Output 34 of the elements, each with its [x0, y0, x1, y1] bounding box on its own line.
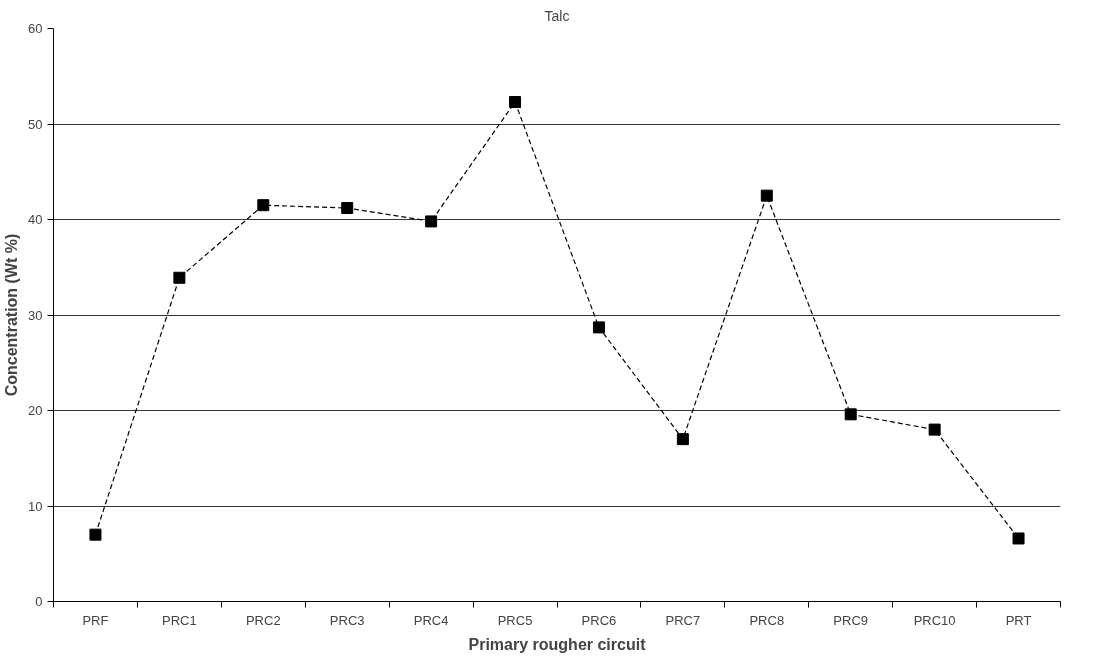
x-tick-label: PRT	[1005, 612, 1032, 628]
y-tick-label: 10	[28, 498, 43, 514]
x-tick-label: PRC2	[245, 612, 281, 628]
point	[341, 202, 354, 215]
y-tick-label: 40	[28, 212, 43, 227]
x-tick-label: PRC4	[413, 612, 449, 628]
x-tick-label: PRC10	[913, 612, 956, 628]
y-tick-label: 30	[28, 307, 43, 323]
point	[676, 433, 689, 446]
point	[592, 321, 605, 334]
y-tick-label: 50	[28, 116, 43, 132]
point	[89, 528, 102, 541]
x-tick-label: PRC3	[329, 612, 365, 628]
x-tick-label: PRF	[82, 612, 109, 628]
point	[173, 271, 186, 284]
y-tick-label: 20	[28, 403, 43, 418]
x-tick-label: PRC8	[749, 612, 785, 628]
point	[928, 423, 941, 436]
point	[425, 215, 438, 228]
chart-title: Talc	[544, 7, 570, 24]
point	[257, 199, 270, 212]
x-tick-label: PRC9	[833, 612, 869, 628]
x-axis-title: Primary rougher circuit	[468, 635, 647, 653]
point	[509, 96, 522, 109]
x-tick-label: PRC5	[497, 612, 533, 628]
y-axis-title: Concentration (Wt %)	[3, 233, 21, 397]
x-tick-label: PRC7	[665, 612, 701, 628]
point	[760, 189, 773, 202]
point	[1012, 532, 1025, 545]
x-tick-label: PRC1	[162, 612, 197, 628]
y-tick-label: 0	[35, 594, 43, 609]
x-tick-label: PRC6	[581, 612, 617, 628]
y-tick-label: 60	[28, 21, 43, 36]
point	[844, 408, 857, 421]
